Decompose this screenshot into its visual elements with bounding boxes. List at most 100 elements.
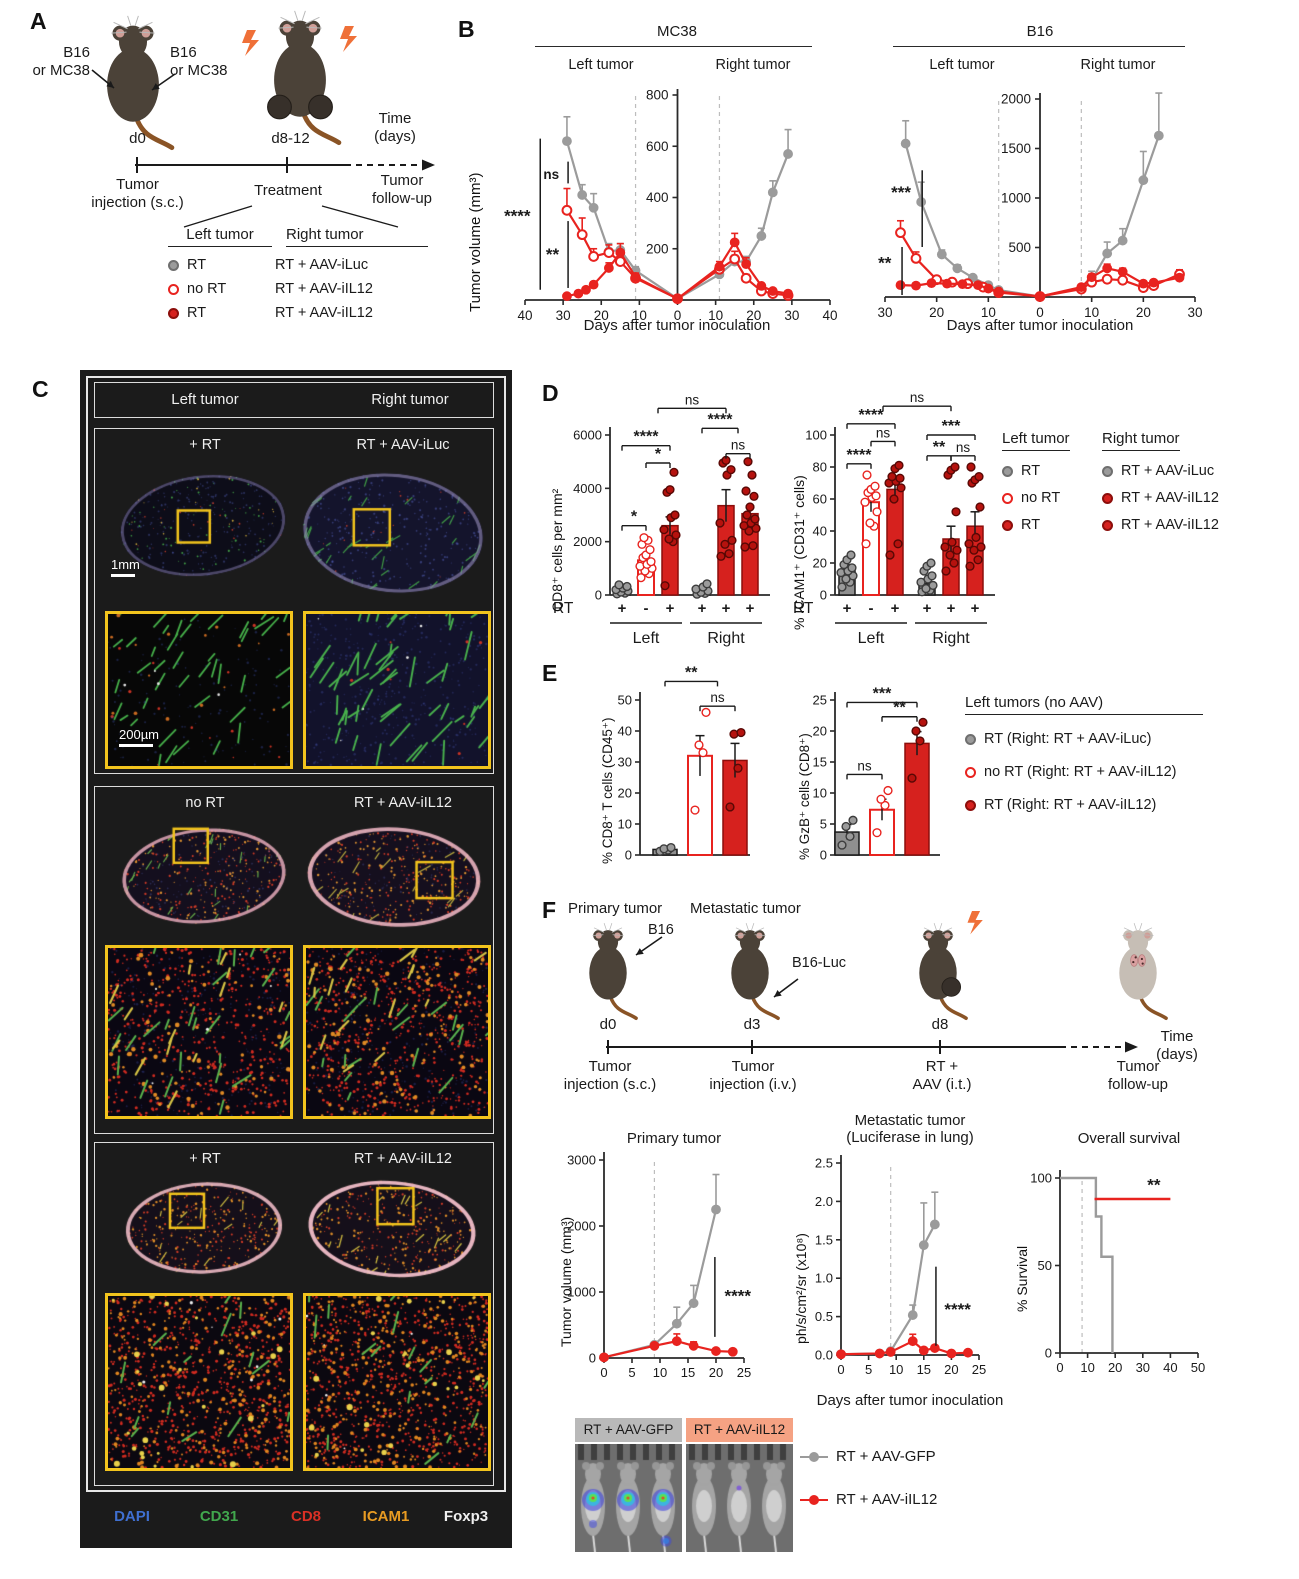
chart-text: 0.5 <box>815 1309 833 1324</box>
chart-shape <box>860 497 870 507</box>
chart-shape <box>750 514 760 524</box>
panel-c-header: Left tumor Right tumor <box>94 382 494 418</box>
legend-label: RT + AAV-GFP <box>836 1448 936 1465</box>
chart-text: 40 <box>1163 1360 1177 1375</box>
chart-text: 10 <box>632 308 647 323</box>
timeline-d8-12: d8-12 <box>271 130 310 147</box>
chart-shape <box>1122 934 1134 936</box>
chart-text: + <box>698 600 707 617</box>
legend-label: RT + AAV-iLuc <box>1121 463 1215 479</box>
chart-shape <box>729 253 741 265</box>
chart-shape <box>895 473 905 483</box>
section-right-title: RT + AAV-iLuc <box>356 437 450 453</box>
legend-row: no RT (Right: RT + AAV-iIL12) <box>965 764 1225 780</box>
legend-row: no RT <box>1002 490 1094 506</box>
chart-shape <box>783 149 793 159</box>
chart-shape <box>134 15 139 26</box>
chart-shape <box>1132 960 1135 964</box>
chart-shape <box>593 927 605 933</box>
chart-text: 1500 <box>1001 141 1031 156</box>
chart-text: 40 <box>822 308 837 323</box>
chart-shape <box>300 109 342 146</box>
chart-text: + <box>746 600 755 617</box>
table-cell: RT <box>187 305 207 321</box>
chart-text: 2.5 <box>815 1156 833 1171</box>
chart-text: 0.0 <box>815 1348 833 1363</box>
y-axis-label: CD8⁺ cells per mm² <box>549 488 565 612</box>
chart-shape <box>115 28 125 38</box>
chart-shape <box>975 502 985 512</box>
legend-row: RT <box>1002 463 1094 479</box>
chart-shape <box>614 932 621 939</box>
chart-shape <box>741 486 751 496</box>
chart-shape <box>774 990 782 997</box>
chart-shape <box>727 1346 738 1357</box>
inset-micrograph <box>105 945 293 1119</box>
time-days-label: Time (days) <box>1156 1028 1198 1063</box>
chart-shape <box>895 227 906 239</box>
chart-shape <box>957 279 968 290</box>
primary-tumor-label: Primary tumor <box>568 900 663 917</box>
chart-cd8-density: 0 2000 4000 6000 + - + + + + RT Left Right ns **** * * **… <box>535 392 780 695</box>
chart-text: 25 <box>737 1365 751 1380</box>
chart-shape <box>649 1340 660 1351</box>
chart-shape <box>690 805 700 815</box>
panel-a-schematic <box>91 10 435 228</box>
chart-shape <box>1139 922 1143 931</box>
chart-shape <box>756 231 767 241</box>
y-axis-label: % ICAM1⁺ (CD31⁺ cells) <box>791 475 807 630</box>
chart-shape <box>883 785 893 796</box>
legend-left-tumor: Left tumor RT no RT RT <box>1002 430 1094 533</box>
treatment-table: Left tumor Right tumor RT RT + AAV-iLuc … <box>168 226 436 325</box>
chart-shape <box>152 83 160 90</box>
chart-text: **** <box>847 447 873 464</box>
chart-text: 20 <box>1108 1360 1122 1375</box>
chart-shape <box>1140 957 1143 961</box>
bioluminescence-image-iil12 <box>686 1444 793 1552</box>
inset-micrograph <box>105 611 293 769</box>
chart-shape <box>745 502 755 512</box>
chart-shape <box>951 507 961 517</box>
chart-text: 1000 <box>1001 191 1031 206</box>
chart-shape <box>940 542 950 552</box>
chart-shape <box>301 10 306 21</box>
chart-shape <box>422 159 435 171</box>
metastatic-tumor-label: Metastatic tumor <box>690 900 801 917</box>
chart-text: 500 <box>1008 240 1031 255</box>
chart-shape <box>895 280 906 291</box>
table-row: RT RT + AAV-iLuc <box>168 253 436 277</box>
chart-shape <box>133 114 175 151</box>
chart-text: ** <box>933 439 946 456</box>
chart-shape <box>595 932 602 939</box>
series-marker-icon <box>1102 519 1113 531</box>
chart-text: 4000 <box>573 481 602 496</box>
chart-shape <box>973 555 983 565</box>
chart-shape <box>573 288 584 299</box>
lightning-bolt-icon <box>242 30 259 56</box>
chart-shape <box>630 272 641 282</box>
chart-text: ** <box>893 700 906 717</box>
chart-text: 20 <box>746 308 761 323</box>
chart-cd8-tcells: 0 10 20 30 40 50 ** ns <box>535 664 770 880</box>
chart-shape <box>294 10 299 21</box>
chart-text: 0 <box>589 1351 596 1366</box>
panel-b-label: B <box>458 16 475 42</box>
inject-left-label: B16 or MC38 <box>32 44 90 79</box>
legend-label: RT <box>1021 517 1041 533</box>
chart-text: 0 <box>1056 1360 1063 1375</box>
series-marker-icon <box>1002 465 1013 477</box>
chart-shape <box>751 922 755 931</box>
chart-shape <box>872 507 882 517</box>
chart-shape <box>966 462 976 472</box>
table-cell: RT + AAV-iIL12 <box>275 281 373 297</box>
scale-bar-line <box>119 744 153 747</box>
mc38-plot: 200 400 600 800 40 30 20 10 0 10 20 30 40 **** ns ** <box>504 88 837 324</box>
chart-shape <box>577 190 588 200</box>
chart-shape <box>636 573 646 583</box>
chart-shape <box>963 1347 973 1358</box>
table-cell: no RT <box>187 281 227 297</box>
chart-shape <box>603 1209 718 1359</box>
mouse-icon <box>1119 922 1168 1020</box>
legend-row: RT (Right: RT + AAV-iIL12) <box>965 797 1225 813</box>
